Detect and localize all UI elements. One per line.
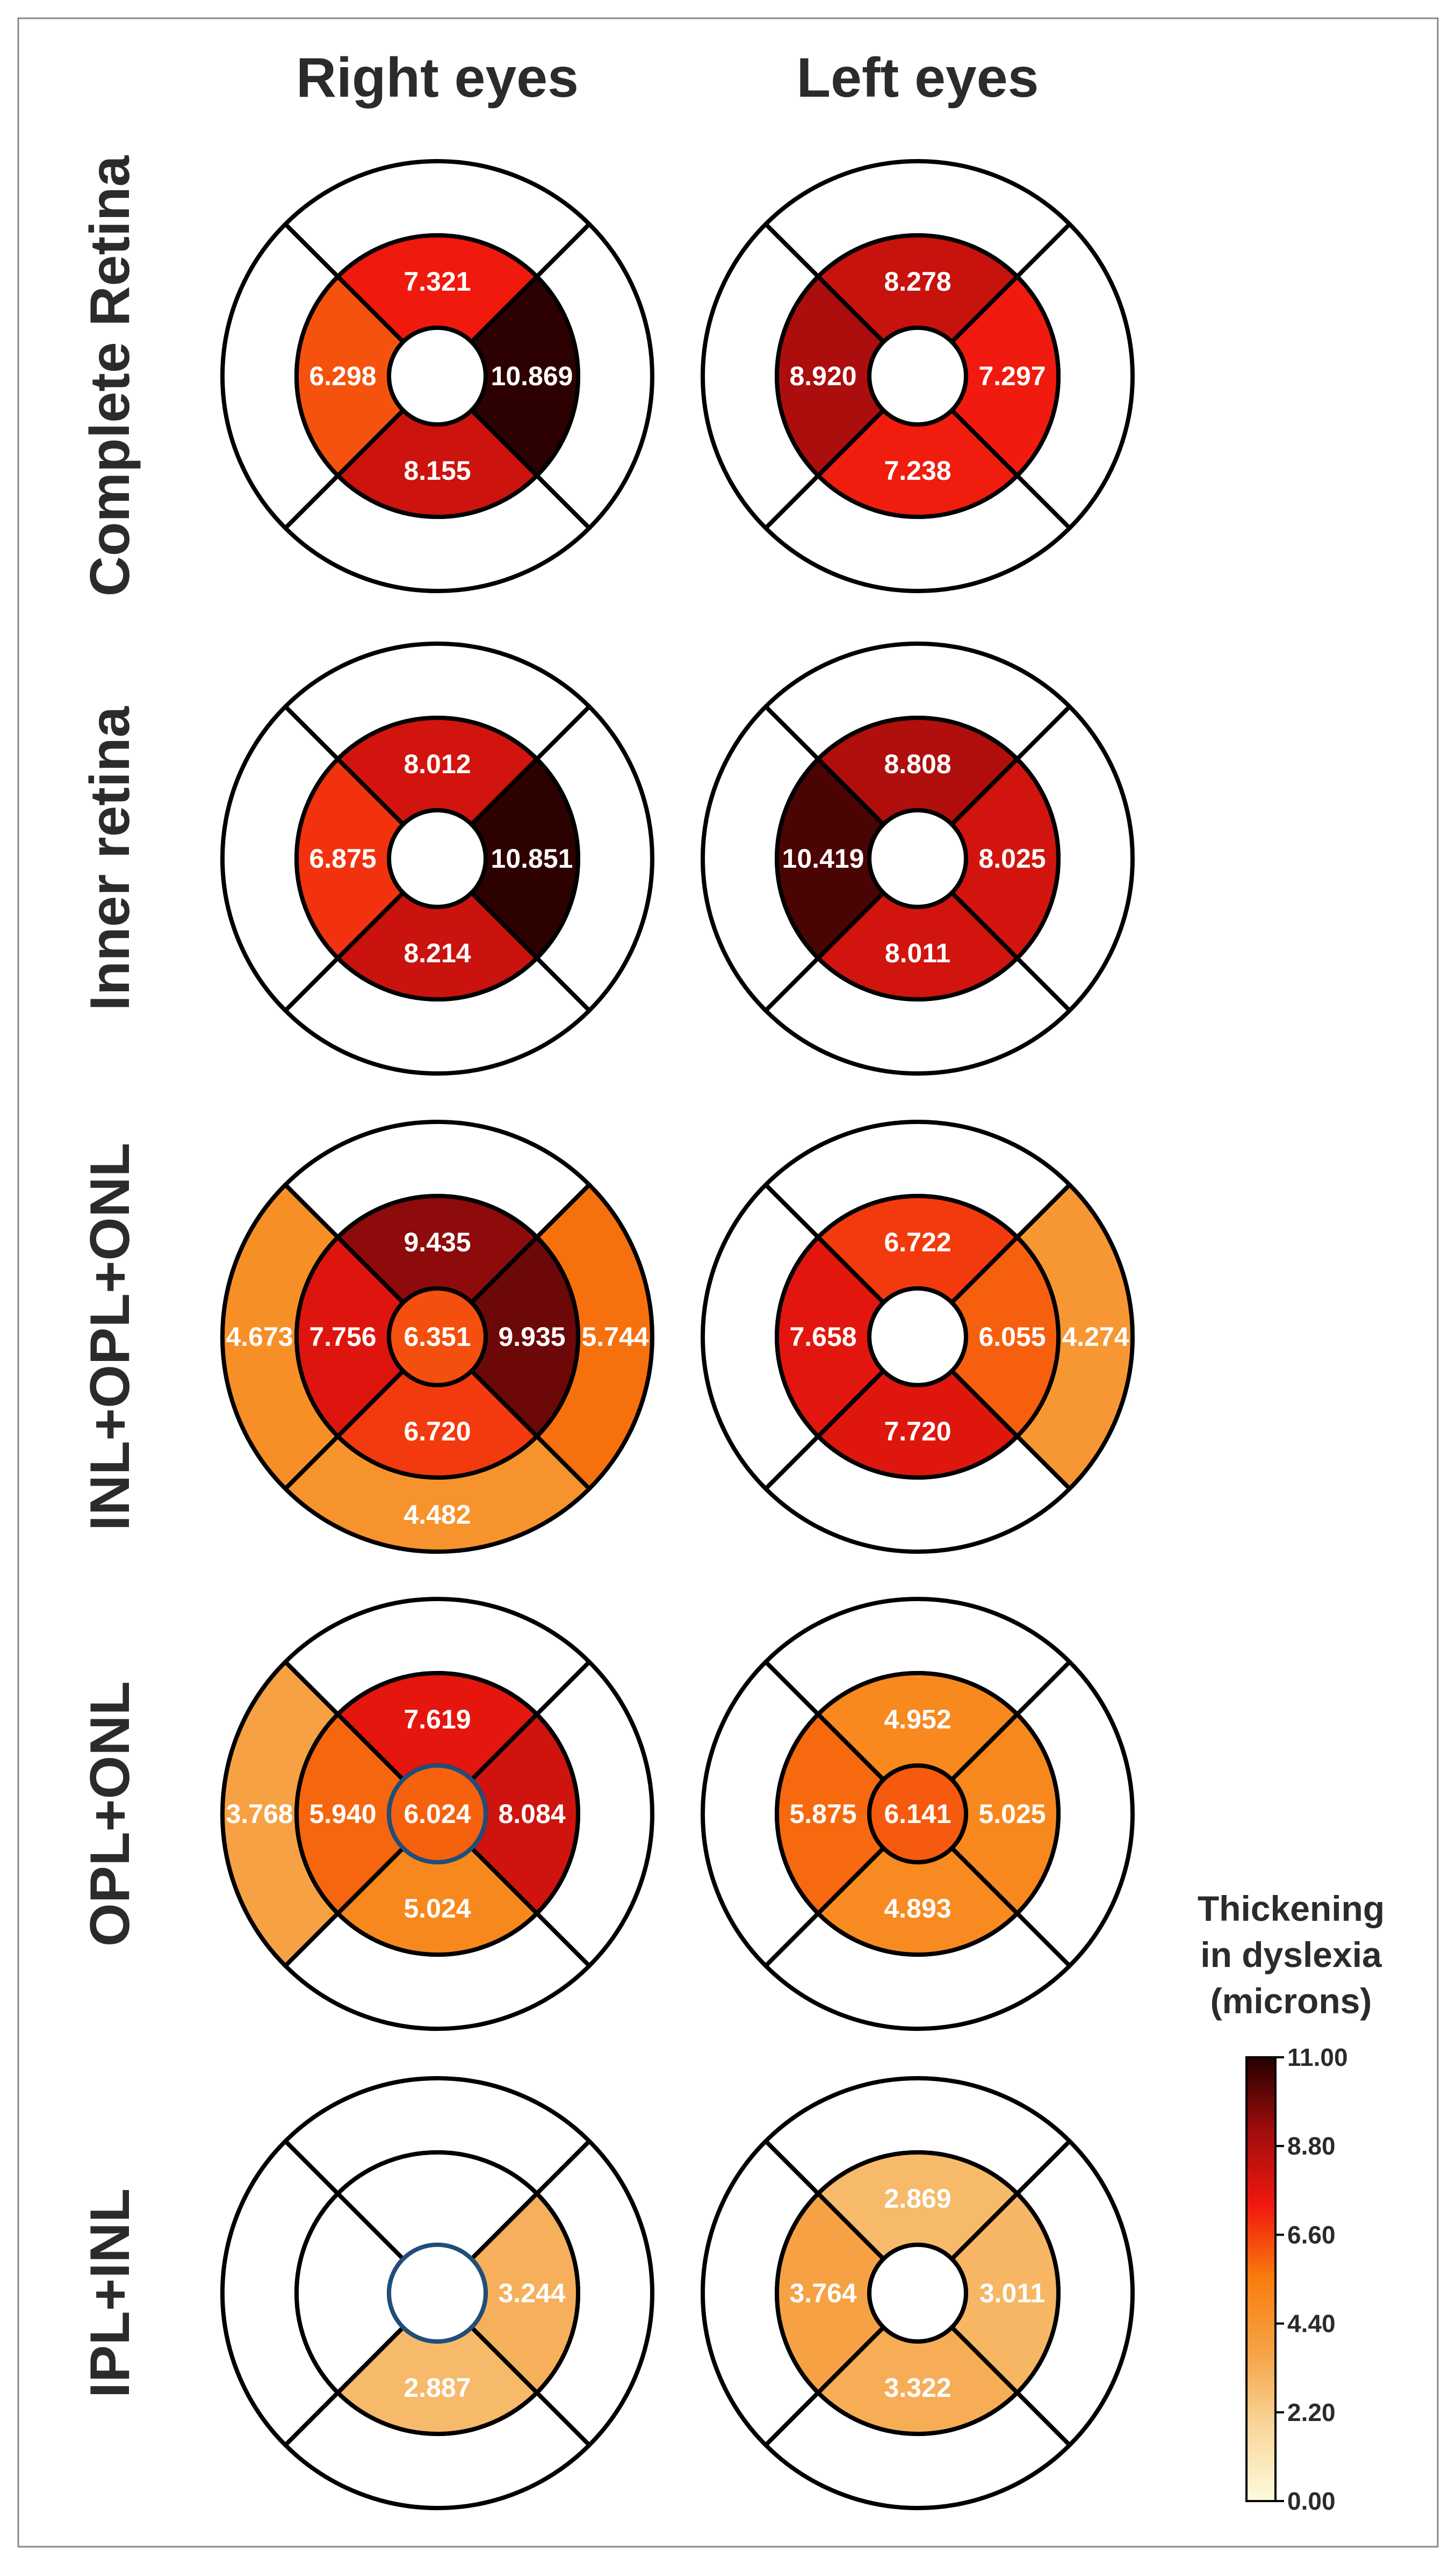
data-label-outer-nasal: 4.274 [1062, 1322, 1129, 1352]
data-label-inner-nasal: 8.084 [498, 1799, 565, 1829]
data-label-outer-temporal: 4.673 [226, 1322, 293, 1352]
sector-center [387, 2243, 488, 2344]
data-label-inner-temporal: 6.298 [309, 361, 376, 391]
sector-center [387, 326, 488, 427]
data-label-inner-nasal: 10.869 [491, 361, 573, 391]
data-label-inner-nasal: 3.244 [498, 2278, 565, 2308]
colorbar-tick-label: 8.80 [1287, 2132, 1336, 2160]
sector-center [867, 1286, 968, 1387]
data-label-inner-inferior: 3.322 [884, 2373, 951, 2403]
column-title: Left eyes [797, 47, 1039, 109]
etdrs-map: 6.722 6.055 7.720 7.658 4.274 [701, 1120, 1135, 1554]
row-title: INL+OPL+ONL [79, 1143, 141, 1531]
etdrs-map: 7.321 10.869 8.155 6.298 [220, 159, 654, 593]
colorbar: 0.00 2.20 4.40 6.60 8.80 11.00 Thickening in dy… [1198, 1889, 1385, 2515]
row-title: IPL+INL [79, 2188, 141, 2398]
data-label-inner-nasal: 6.055 [978, 1322, 1046, 1352]
data-label-outer-temporal: 3.768 [226, 1799, 293, 1829]
maps-layer: 7.321 10.869 8.155 6.298 8.278 7.297 7.238 8.92… [220, 159, 1135, 2510]
etdrs-map: 6.351 9.435 9.935 6.720 7.756 5.744 4.482 4.673 [220, 1120, 654, 1554]
etdrs-map: 8.012 10.851 8.214 6.875 [220, 642, 654, 1076]
sector-center [867, 1763, 968, 1864]
data-label-inner-temporal: 6.875 [309, 844, 376, 874]
data-label-inner-nasal: 5.025 [978, 1799, 1046, 1829]
data-label-inner-temporal: 3.764 [789, 2278, 856, 2308]
data-label-inner-nasal: 9.935 [498, 1322, 565, 1352]
row-title: Complete Retina [79, 155, 141, 597]
sector-center [387, 1763, 488, 1864]
data-label-inner-nasal: 3.011 [979, 2278, 1045, 2308]
row-title: OPL+ONL [79, 1681, 141, 1947]
row-title: Inner retina [79, 706, 141, 1011]
titles-layer: Right eyes Left eyes Complete Retina Inner … [79, 47, 1039, 2398]
data-label-inner-superior: 6.722 [884, 1227, 951, 1257]
data-label-inner-temporal: 8.920 [789, 361, 856, 391]
data-label-inner-superior: 8.278 [884, 266, 951, 297]
etdrs-map: 2.869 3.011 3.322 3.764 [701, 2076, 1135, 2510]
data-label-inner-nasal: 8.025 [978, 844, 1046, 874]
data-label-inner-inferior: 7.720 [884, 1416, 951, 1446]
data-label-inner-inferior: 4.893 [884, 1893, 951, 1923]
data-label-inner-superior: 7.321 [403, 266, 471, 297]
etdrs-map: 6.024 7.619 8.084 5.024 5.940 3.768 [220, 1597, 654, 2031]
etdrs-map: 3.244 2.887 [220, 2076, 654, 2510]
data-label-inner-inferior: 8.011 [885, 938, 950, 968]
sector-center [387, 1286, 488, 1387]
sector-center [867, 808, 968, 909]
data-label-inner-inferior: 7.238 [884, 456, 951, 486]
data-label-inner-nasal: 10.851 [491, 844, 573, 874]
data-label-inner-superior: 2.869 [884, 2184, 951, 2214]
colorbar-title-line: in dyslexia [1200, 1935, 1382, 1975]
data-label-outer-inferior: 4.482 [403, 1500, 471, 1530]
data-label-inner-superior: 7.619 [403, 1704, 471, 1734]
data-label-inner-superior: 8.012 [403, 749, 471, 779]
data-label-inner-superior: 8.808 [884, 749, 951, 779]
data-label-inner-nasal: 7.297 [978, 361, 1046, 391]
data-label-center: 6.024 [403, 1799, 471, 1829]
figure-frame [17, 17, 1439, 2548]
colorbar-tick-label: 11.00 [1287, 2043, 1348, 2071]
column-title: Right eyes [296, 47, 579, 109]
data-label-inner-inferior: 2.887 [403, 2373, 471, 2403]
data-label-inner-temporal: 5.875 [789, 1799, 856, 1829]
etdrs-map: 8.808 8.025 8.011 10.419 [701, 642, 1135, 1076]
colorbar-tick-label: 2.20 [1287, 2398, 1336, 2426]
sector-center [387, 808, 488, 909]
data-label-center: 6.141 [884, 1799, 951, 1829]
data-label-inner-inferior: 8.155 [403, 456, 471, 486]
etdrs-map: 6.141 4.952 5.025 4.893 5.875 [701, 1597, 1135, 2031]
data-label-inner-superior: 9.435 [403, 1227, 471, 1257]
data-label-inner-temporal: 7.756 [309, 1322, 376, 1352]
sector-center [867, 2243, 968, 2344]
colorbar-title-line: Thickening [1198, 1889, 1385, 1928]
colorbar-tick-label: 6.60 [1287, 2221, 1336, 2249]
data-label-inner-superior: 4.952 [884, 1704, 951, 1734]
colorbar-border [1245, 2056, 1277, 2502]
colorbar-title-line: (microns) [1210, 1981, 1372, 2021]
data-label-inner-temporal: 10.419 [782, 844, 864, 874]
data-label-inner-inferior: 5.024 [403, 1893, 471, 1923]
data-label-inner-inferior: 8.214 [403, 938, 471, 968]
data-label-outer-nasal: 5.744 [581, 1322, 648, 1352]
data-label-inner-temporal: 7.658 [789, 1322, 856, 1352]
data-label-inner-temporal: 5.940 [309, 1799, 376, 1829]
colorbar-gradient [1246, 2057, 1275, 2501]
sector-center [867, 326, 968, 427]
etdrs-map: 8.278 7.297 7.238 8.920 [701, 159, 1135, 593]
data-label-inner-inferior: 6.720 [403, 1416, 471, 1446]
colorbar-tick-label: 0.00 [1287, 2487, 1336, 2515]
data-label-center: 6.351 [403, 1322, 471, 1352]
colorbar-tick-label: 4.40 [1287, 2310, 1336, 2338]
